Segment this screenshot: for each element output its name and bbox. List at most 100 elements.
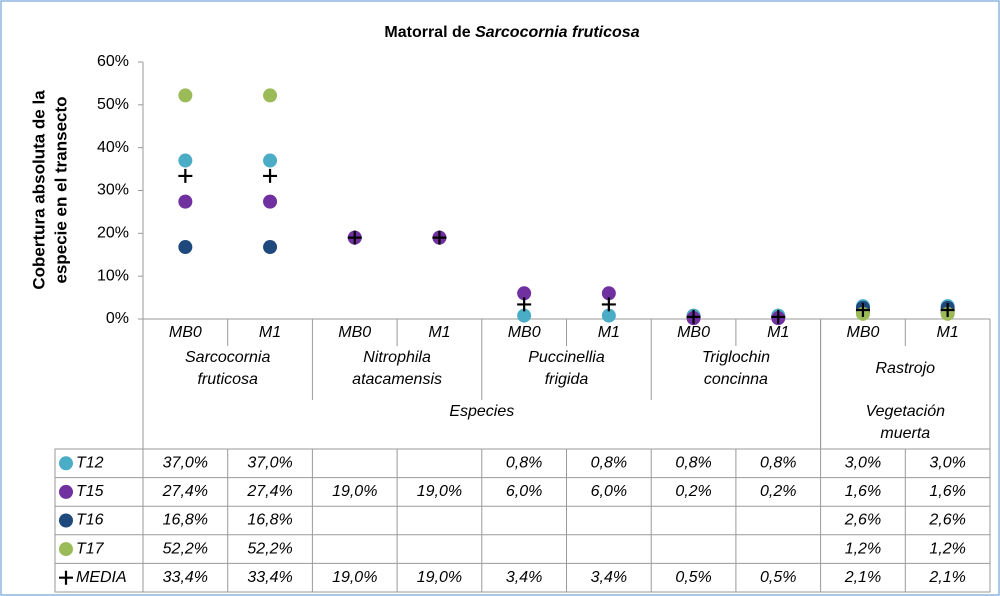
- dot-marker: [601, 286, 616, 301]
- title-text: Matorral de: [384, 24, 470, 41]
- table-cell: 2,6%: [844, 512, 881, 529]
- x-tick-label: M1: [767, 324, 789, 341]
- table-cell: 19,0%: [332, 483, 377, 500]
- table-cell: 16,8%: [163, 512, 208, 529]
- dot-marker: [517, 308, 532, 323]
- legend-label: T17: [76, 540, 105, 557]
- table-cell: 19,0%: [417, 569, 462, 586]
- legend-marker: [59, 513, 73, 528]
- legend-label: T15: [76, 483, 104, 500]
- species-label: frigida: [545, 371, 589, 388]
- species-label: Puccinellia: [528, 349, 605, 366]
- species-label: Nitrophila: [363, 349, 431, 366]
- y-tick-label: 20%: [97, 225, 129, 242]
- dot-marker: [178, 153, 193, 168]
- table-cell: 0,2%: [760, 483, 796, 500]
- plus-marker: [855, 303, 870, 318]
- species-label: concinna: [704, 371, 768, 388]
- species-label: fruticosa: [197, 371, 258, 388]
- dot-marker: [517, 286, 532, 301]
- x-tick-label: M1: [598, 324, 620, 341]
- table-cell: 0,8%: [760, 455, 796, 472]
- species-label: atacamensis: [352, 371, 442, 388]
- x-tick-label: MB0: [508, 324, 541, 341]
- table-cell: 3,4%: [506, 569, 542, 586]
- plus-marker: [686, 309, 701, 324]
- dot-marker: [178, 88, 193, 103]
- table-cell: 1,2%: [929, 540, 965, 557]
- x-tick-label: MB0: [338, 324, 371, 341]
- y-tick-label: 60%: [97, 53, 129, 70]
- legend-marker: [59, 570, 73, 585]
- x-tick-label: MB0: [846, 324, 879, 341]
- x-tick-label: M1: [428, 324, 450, 341]
- title-italic: Sarcocornia fruticosa: [475, 24, 640, 41]
- plus-marker: [432, 230, 447, 245]
- x-tick-label: M1: [259, 324, 281, 341]
- table-cell: 3,4%: [591, 569, 627, 586]
- plus-marker: [517, 297, 532, 312]
- plus-marker: [601, 297, 616, 312]
- y-axis-label: Cobertura absoluta de la especie en el t…: [29, 90, 70, 290]
- y-tick-label: 50%: [97, 96, 129, 113]
- legend-marker: [59, 484, 73, 499]
- x-tick-label: MB0: [169, 324, 202, 341]
- table-cell: 0,2%: [675, 483, 711, 500]
- plus-marker: [771, 309, 786, 324]
- groups-label: Especies: [449, 403, 514, 420]
- dot-marker: [263, 153, 278, 168]
- plus-marker: [347, 230, 362, 245]
- dot-marker: [263, 194, 278, 209]
- x-tick-label: M1: [937, 324, 959, 341]
- legend-marker: [59, 542, 73, 557]
- legend-label: T12: [76, 455, 104, 472]
- plus-marker: [263, 168, 278, 183]
- groups-label: muerta: [880, 425, 930, 442]
- dot-marker: [263, 240, 278, 255]
- table-cell: 3,0%: [929, 455, 965, 472]
- table-cell: 0,8%: [506, 455, 542, 472]
- dot-marker: [263, 88, 278, 103]
- table-cell: 2,1%: [844, 569, 881, 586]
- table-cell: 6,0%: [591, 483, 627, 500]
- x-tick-label: MB0: [677, 324, 710, 341]
- table-cell: 37,0%: [163, 455, 208, 472]
- table-cell: 33,4%: [247, 569, 292, 586]
- table-cell: 2,1%: [928, 569, 965, 586]
- table-cell: 19,0%: [332, 569, 377, 586]
- species-label: Sarcocornia: [185, 349, 270, 366]
- table-cell: 16,8%: [247, 512, 292, 529]
- table-cell: 52,2%: [163, 540, 208, 557]
- plus-marker: [178, 168, 193, 183]
- dot-marker: [178, 240, 193, 255]
- table-cell: 0,5%: [760, 569, 796, 586]
- species-label: Rastrojo: [876, 360, 936, 377]
- table-cell: 0,8%: [675, 455, 711, 472]
- table-cell: 33,4%: [163, 569, 208, 586]
- legend-marker: [59, 456, 73, 471]
- table-cell: 0,8%: [591, 455, 627, 472]
- table-cell: 1,2%: [845, 540, 881, 557]
- dot-marker: [178, 194, 193, 209]
- plus-marker: [940, 303, 955, 318]
- y-label-line: Cobertura absoluta de la: [29, 90, 48, 290]
- y-tick-label: 30%: [97, 182, 129, 199]
- dot-marker: [601, 308, 616, 323]
- legend-label: T16: [76, 512, 104, 529]
- table-cell: 52,2%: [247, 540, 292, 557]
- table-cell: 6,0%: [506, 483, 542, 500]
- table-cell: 27,4%: [162, 483, 208, 500]
- table-cell: 2,6%: [928, 512, 965, 529]
- y-label-line: especie en el transecto: [51, 96, 70, 283]
- table-cell: 27,4%: [246, 483, 292, 500]
- table-cell: 37,0%: [247, 455, 292, 472]
- table-cell: 3,0%: [845, 455, 881, 472]
- chart-title: Matorral de Sarcocornia fruticosa: [384, 24, 639, 41]
- table-cell: 19,0%: [417, 483, 462, 500]
- table-cell: 1,6%: [845, 483, 881, 500]
- y-tick-label: 0%: [106, 310, 129, 327]
- y-tick-label: 10%: [97, 267, 129, 284]
- legend-label: MEDIA: [76, 569, 127, 586]
